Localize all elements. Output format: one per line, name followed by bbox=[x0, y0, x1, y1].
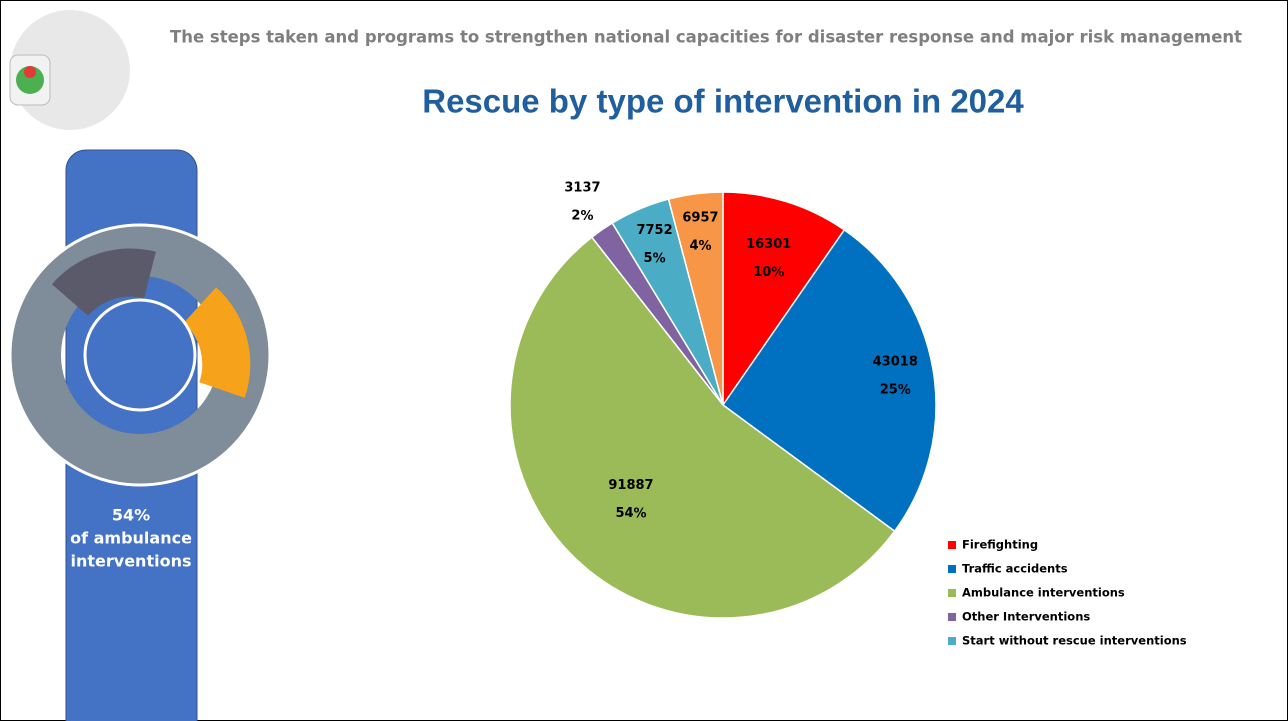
data-label: 6957 bbox=[682, 210, 718, 225]
percent-label: 5% bbox=[644, 251, 666, 266]
chart-title: Rescue by type of intervention in 2024 bbox=[422, 83, 1024, 120]
header: The steps taken and programs to strength… bbox=[170, 28, 1242, 47]
data-label: 43018 bbox=[873, 355, 918, 370]
side-panel-line: 54% bbox=[112, 506, 150, 525]
legend-swatch bbox=[948, 589, 956, 597]
side-panel-line: interventions bbox=[71, 552, 192, 571]
legend-swatch bbox=[948, 613, 956, 621]
logo-collage bbox=[9, 10, 130, 130]
legend-label: Firefighting bbox=[962, 538, 1038, 552]
percent-sign: % bbox=[580, 208, 593, 223]
percent-sign: % bbox=[771, 265, 784, 280]
percent-label: 54% bbox=[615, 506, 646, 521]
percent-sign: % bbox=[898, 383, 911, 398]
legend-label: Ambulance interventions bbox=[962, 586, 1125, 600]
side-panel-line: of ambulance bbox=[70, 529, 192, 548]
pie-slice bbox=[667, 191, 724, 406]
percent-label: 2% bbox=[571, 208, 593, 223]
legend-swatch bbox=[948, 541, 956, 549]
legend-label: Traffic accidents bbox=[962, 562, 1068, 576]
legend-label: Other Interventions bbox=[962, 610, 1090, 624]
percent-sign: % bbox=[653, 251, 666, 266]
pie-slice bbox=[722, 191, 846, 408]
pie-slice bbox=[721, 228, 937, 533]
percent-sign: % bbox=[698, 238, 711, 253]
percent-label: 25% bbox=[880, 383, 911, 398]
photo-ring bbox=[8, 223, 272, 487]
data-label: 7752 bbox=[636, 223, 672, 238]
data-label: 3137 bbox=[564, 180, 600, 195]
pie-slice bbox=[509, 236, 896, 619]
data-label: 16301 bbox=[746, 237, 791, 252]
legend-swatch bbox=[948, 565, 956, 573]
percent-label: 10% bbox=[753, 265, 784, 280]
percent-label: 4% bbox=[689, 238, 711, 253]
legend-swatch bbox=[948, 637, 956, 645]
legend-label: Start without rescue interventions bbox=[962, 634, 1187, 648]
data-label: 91887 bbox=[608, 478, 653, 493]
percent-sign: % bbox=[634, 506, 647, 521]
